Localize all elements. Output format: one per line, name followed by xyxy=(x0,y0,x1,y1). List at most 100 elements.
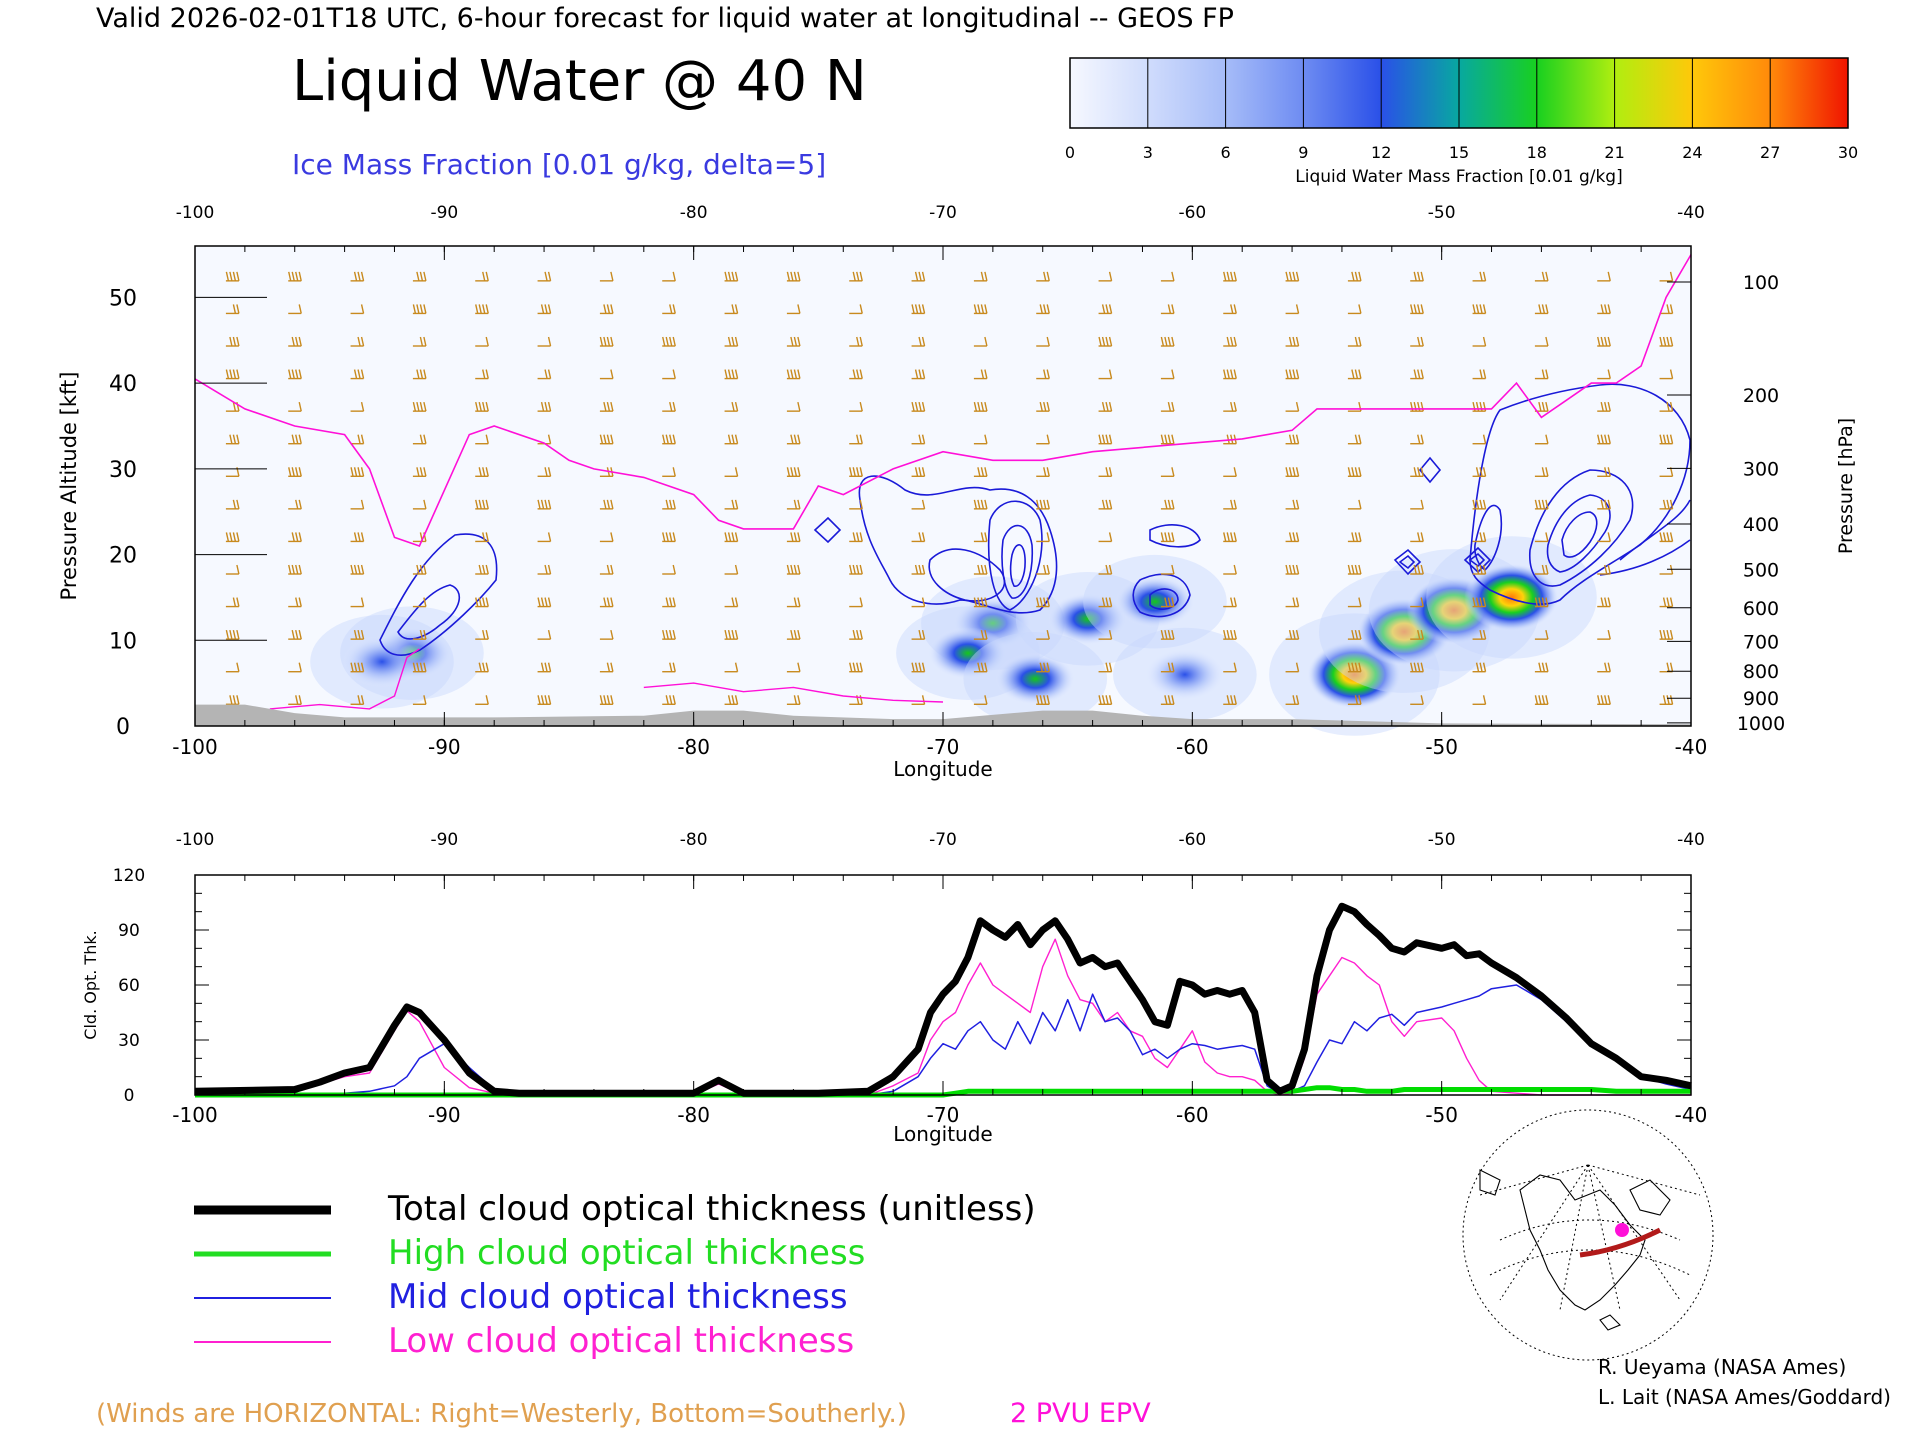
wind-barb xyxy=(1160,401,1175,412)
cross-section-axes: -100 -100 -90 -90 -80 -80 -70 -70 -60 -60 -50 -50 -4… xyxy=(109,203,1785,759)
pressure-tick-label: 400 xyxy=(1743,514,1779,536)
wind-barb xyxy=(475,434,489,445)
legend-label-total: Total cloud optical thickness (unitless) xyxy=(387,1189,1036,1229)
colorbar-label: Liquid Water Mass Fraction [0.01 g/kg] xyxy=(1295,167,1622,187)
wind-barb xyxy=(1534,629,1549,640)
wind-barb xyxy=(849,564,863,575)
y-tick-label: 0 xyxy=(124,1086,135,1106)
map-globe-outline xyxy=(1462,1109,1714,1361)
pressure-tick-label: 100 xyxy=(1743,272,1779,294)
map-meridians xyxy=(1479,1164,1701,1311)
x-tick-label-top: -60 xyxy=(1178,830,1206,850)
wind-barb xyxy=(1597,597,1611,608)
wind-barb xyxy=(786,564,801,575)
wind-barb xyxy=(475,271,489,282)
wind-barb xyxy=(1285,401,1300,412)
wind-barb xyxy=(225,271,240,282)
wind-barb xyxy=(849,401,863,412)
credit-line-1: R. Ueyama (NASA Ames) xyxy=(1598,1355,1846,1379)
wind-barb xyxy=(724,336,739,347)
wind-barb xyxy=(1472,629,1487,640)
wind-barb xyxy=(537,499,552,510)
wind-barb xyxy=(1472,597,1487,608)
wind-barb xyxy=(1597,434,1611,445)
wind-barb xyxy=(973,532,988,543)
ice-contour xyxy=(1546,494,1611,573)
wind-barb xyxy=(1223,336,1237,347)
wind-barb xyxy=(1098,532,1113,543)
wind-barb xyxy=(1534,597,1549,608)
wind-barb xyxy=(1285,304,1300,315)
x-tick-label: -80 xyxy=(677,1103,710,1127)
wind-barb xyxy=(1347,304,1362,315)
wind-barb xyxy=(1347,629,1362,640)
terrain xyxy=(195,704,1691,726)
wind-barb xyxy=(662,304,676,315)
wind-barb xyxy=(1659,304,1674,315)
wind-barb xyxy=(911,629,926,640)
wind-barb xyxy=(1036,467,1050,477)
wind-barb xyxy=(1410,271,1424,282)
wind-barb xyxy=(1160,467,1175,477)
map-coastlines xyxy=(1479,1169,1671,1331)
wind-barb xyxy=(599,532,614,543)
wind-barb xyxy=(1534,401,1549,412)
wind-barb xyxy=(1285,564,1300,575)
wind-barb xyxy=(475,564,489,575)
wind-barb xyxy=(1659,434,1674,445)
wind-barb xyxy=(225,629,240,640)
wind-barb xyxy=(412,662,427,673)
wind-barb xyxy=(724,532,739,543)
winds-note: (Winds are HORIZONTAL: Right=Westerly, B… xyxy=(96,1399,907,1429)
wind-barb xyxy=(786,401,801,412)
wind-barb xyxy=(786,695,801,705)
x-tick-label: -50 xyxy=(1425,735,1458,759)
wind-barb xyxy=(537,532,552,543)
wind-barb xyxy=(662,597,676,608)
wind-barb xyxy=(786,597,801,608)
wind-barb xyxy=(1098,271,1113,282)
wind-barb xyxy=(475,467,489,477)
ice-contour xyxy=(1561,511,1598,558)
wind-barb xyxy=(1659,499,1674,510)
wind-barb xyxy=(1098,336,1113,347)
wind-barb xyxy=(786,467,801,477)
ice-contour xyxy=(987,500,1043,611)
wind-barb xyxy=(662,336,676,347)
x-tick-label-top: -70 xyxy=(929,203,957,223)
wind-barb xyxy=(599,271,614,282)
wind-barb xyxy=(1223,467,1237,477)
wind-barb xyxy=(350,369,365,380)
wind-barb xyxy=(475,304,489,315)
wind-barb xyxy=(1160,629,1175,640)
wind-barb xyxy=(911,271,926,282)
liquid-water-blob xyxy=(995,652,1076,705)
legend-label-mid: Mid cloud optical thickness xyxy=(388,1277,848,1317)
wind-barb xyxy=(849,629,863,640)
wind-barb xyxy=(350,271,365,282)
wind-barb xyxy=(412,434,427,445)
x-tick-label-top: -90 xyxy=(430,203,458,223)
ice-contour xyxy=(928,548,1006,602)
wind-barb xyxy=(1472,564,1487,575)
wind-barb xyxy=(412,336,427,347)
x-tick-label-top: -100 xyxy=(176,830,215,850)
wind-barb xyxy=(1659,271,1674,282)
wind-barb xyxy=(1597,467,1611,477)
wind-barb xyxy=(599,597,614,608)
wind-barb xyxy=(1534,304,1549,315)
wind-barb xyxy=(1534,564,1549,575)
wind-barb xyxy=(1285,271,1300,282)
x-tick-label-top: -50 xyxy=(1428,203,1456,223)
wind-barb xyxy=(1036,695,1050,705)
pressure-tick-label: 600 xyxy=(1743,598,1779,620)
optical-thickness-panel: -100 -100 -90 -90 -80 -80 -70 -70 -60 -60 -50 -50 -4… xyxy=(81,830,1707,1146)
wind-barb xyxy=(1160,304,1175,315)
wind-barb xyxy=(350,401,365,412)
wind-barb xyxy=(1285,662,1300,673)
wind-barb xyxy=(1347,564,1362,575)
wind-barb xyxy=(1410,662,1424,673)
wind-barb xyxy=(350,499,365,510)
wind-barb xyxy=(911,532,926,543)
wind-barb xyxy=(1036,597,1050,608)
